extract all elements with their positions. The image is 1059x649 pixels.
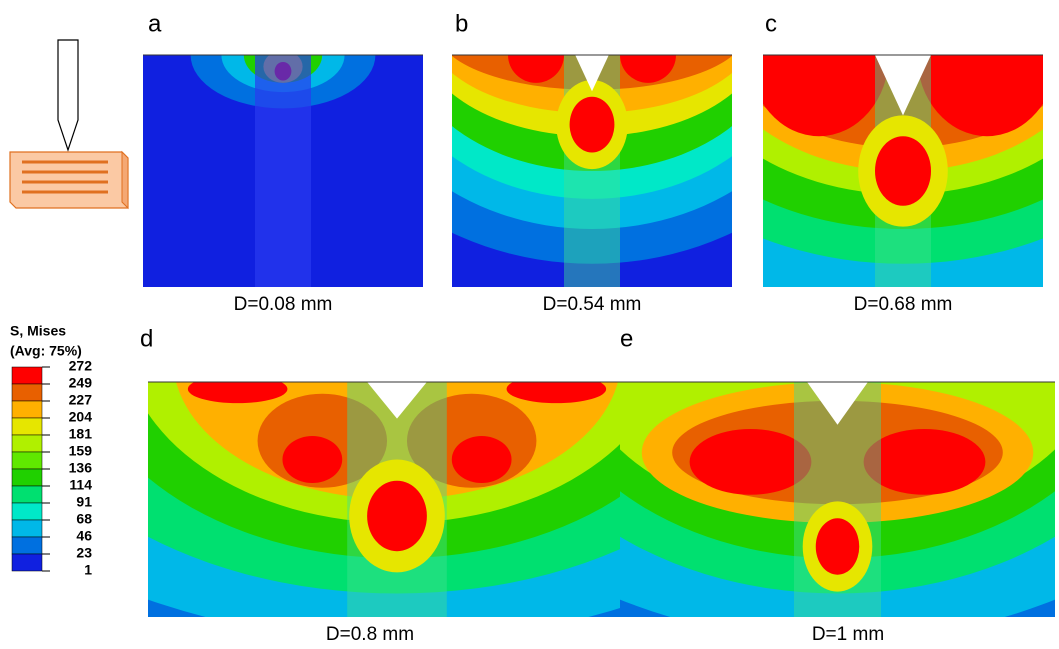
colorbar-swatch <box>12 520 42 537</box>
hot-zone <box>570 97 615 153</box>
colorbar-swatch <box>12 486 42 503</box>
hot-zone <box>367 481 427 552</box>
colorbar-label: 181 <box>69 426 93 442</box>
panel-label: a <box>148 10 162 37</box>
hot-zone <box>816 518 860 574</box>
colorbar-label: 114 <box>69 477 92 493</box>
contour-band <box>452 436 512 483</box>
colorbar-label: 68 <box>76 511 92 527</box>
colorbar-label: 159 <box>69 443 93 459</box>
colorbar-label: 272 <box>69 358 93 374</box>
panel-label: c <box>765 10 777 37</box>
contour-band <box>188 375 288 403</box>
colorbar-swatch <box>12 469 42 486</box>
contour-band <box>507 375 607 403</box>
indenter-icon <box>10 40 128 208</box>
panel-caption: D=0.54 mm <box>543 294 642 315</box>
legend-subtitle: (Avg: 75%) <box>10 343 82 359</box>
colorbar-swatch <box>12 452 42 469</box>
column-zone <box>255 55 311 287</box>
colorbar-label: 249 <box>69 375 93 391</box>
panel-caption: D=0.68 mm <box>854 294 953 315</box>
panel-caption: D=0.8 mm <box>326 624 414 645</box>
legend-title: S, Mises <box>10 323 66 339</box>
colorbar-swatch <box>12 503 42 520</box>
panel-label: b <box>455 10 468 37</box>
colorbar-label: 227 <box>69 392 93 408</box>
panel-caption: D=1 mm <box>812 624 884 645</box>
colorbar-label: 46 <box>76 528 92 544</box>
panel-label: e <box>620 325 633 352</box>
colorbar-swatch <box>12 554 42 571</box>
colorbar-swatch <box>12 537 42 554</box>
colorbar-swatch <box>12 435 42 452</box>
colorbar-label: 91 <box>76 494 92 510</box>
panel-caption: D=0.08 mm <box>234 294 333 315</box>
panels: a D=0.08 mm b D=0.54 mm c D=0.68 mm d D=0.8 mm e… <box>0 0 1059 645</box>
contour-band <box>282 436 342 483</box>
colorbar-swatch <box>12 367 42 384</box>
colorbar-label: 1 <box>84 562 92 578</box>
contour-plot <box>143 2 423 287</box>
colorbar-swatch <box>12 418 42 435</box>
colorbar-swatch <box>12 384 42 401</box>
colorbar-label: 136 <box>69 460 93 476</box>
contour-band <box>864 429 986 495</box>
hot-zone <box>875 136 931 206</box>
colorbar-swatch <box>12 401 42 418</box>
contour-band <box>690 429 812 495</box>
colorbar-label: 204 <box>69 409 93 425</box>
panel-label: d <box>140 325 153 352</box>
colorbar-label: 23 <box>76 545 92 561</box>
figure: S, Mises (Avg: 75%) 27224922720418115913… <box>0 0 1059 649</box>
